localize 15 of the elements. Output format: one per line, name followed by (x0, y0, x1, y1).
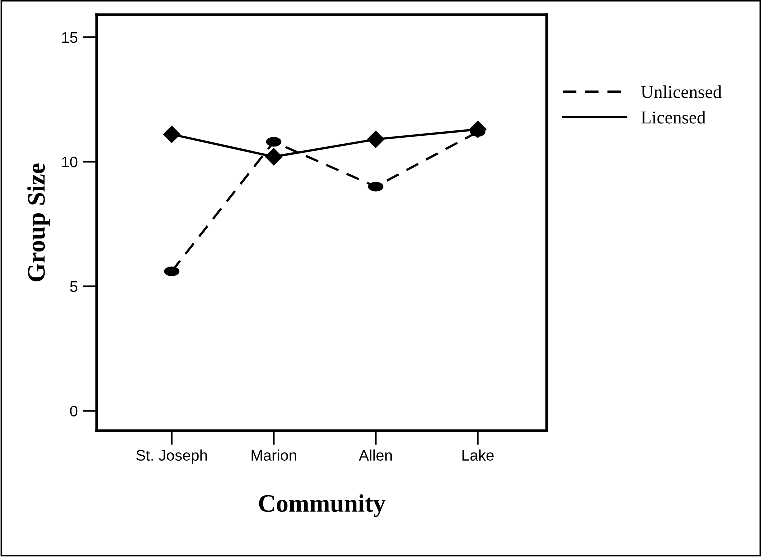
y-tick-label: 0 (70, 406, 78, 417)
x-tick-label: Marion (252, 450, 296, 461)
x-tick-label: St. Joseph (136, 450, 208, 464)
legend-label: Unlicensed (641, 86, 722, 98)
point (367, 131, 385, 148)
x-tick-label: Allen (359, 450, 392, 461)
x-tick-label: Lake (462, 450, 494, 461)
point (265, 148, 283, 166)
legend-label: Licensed (641, 111, 706, 124)
y-tick-label: 10 (62, 156, 78, 168)
y-axis-title: Group Size (27, 164, 50, 282)
y-tick-label: 15 (62, 32, 78, 44)
x-axis-title: Community (259, 494, 386, 518)
point (163, 126, 181, 144)
y-tick-label: 5 (70, 282, 78, 292)
